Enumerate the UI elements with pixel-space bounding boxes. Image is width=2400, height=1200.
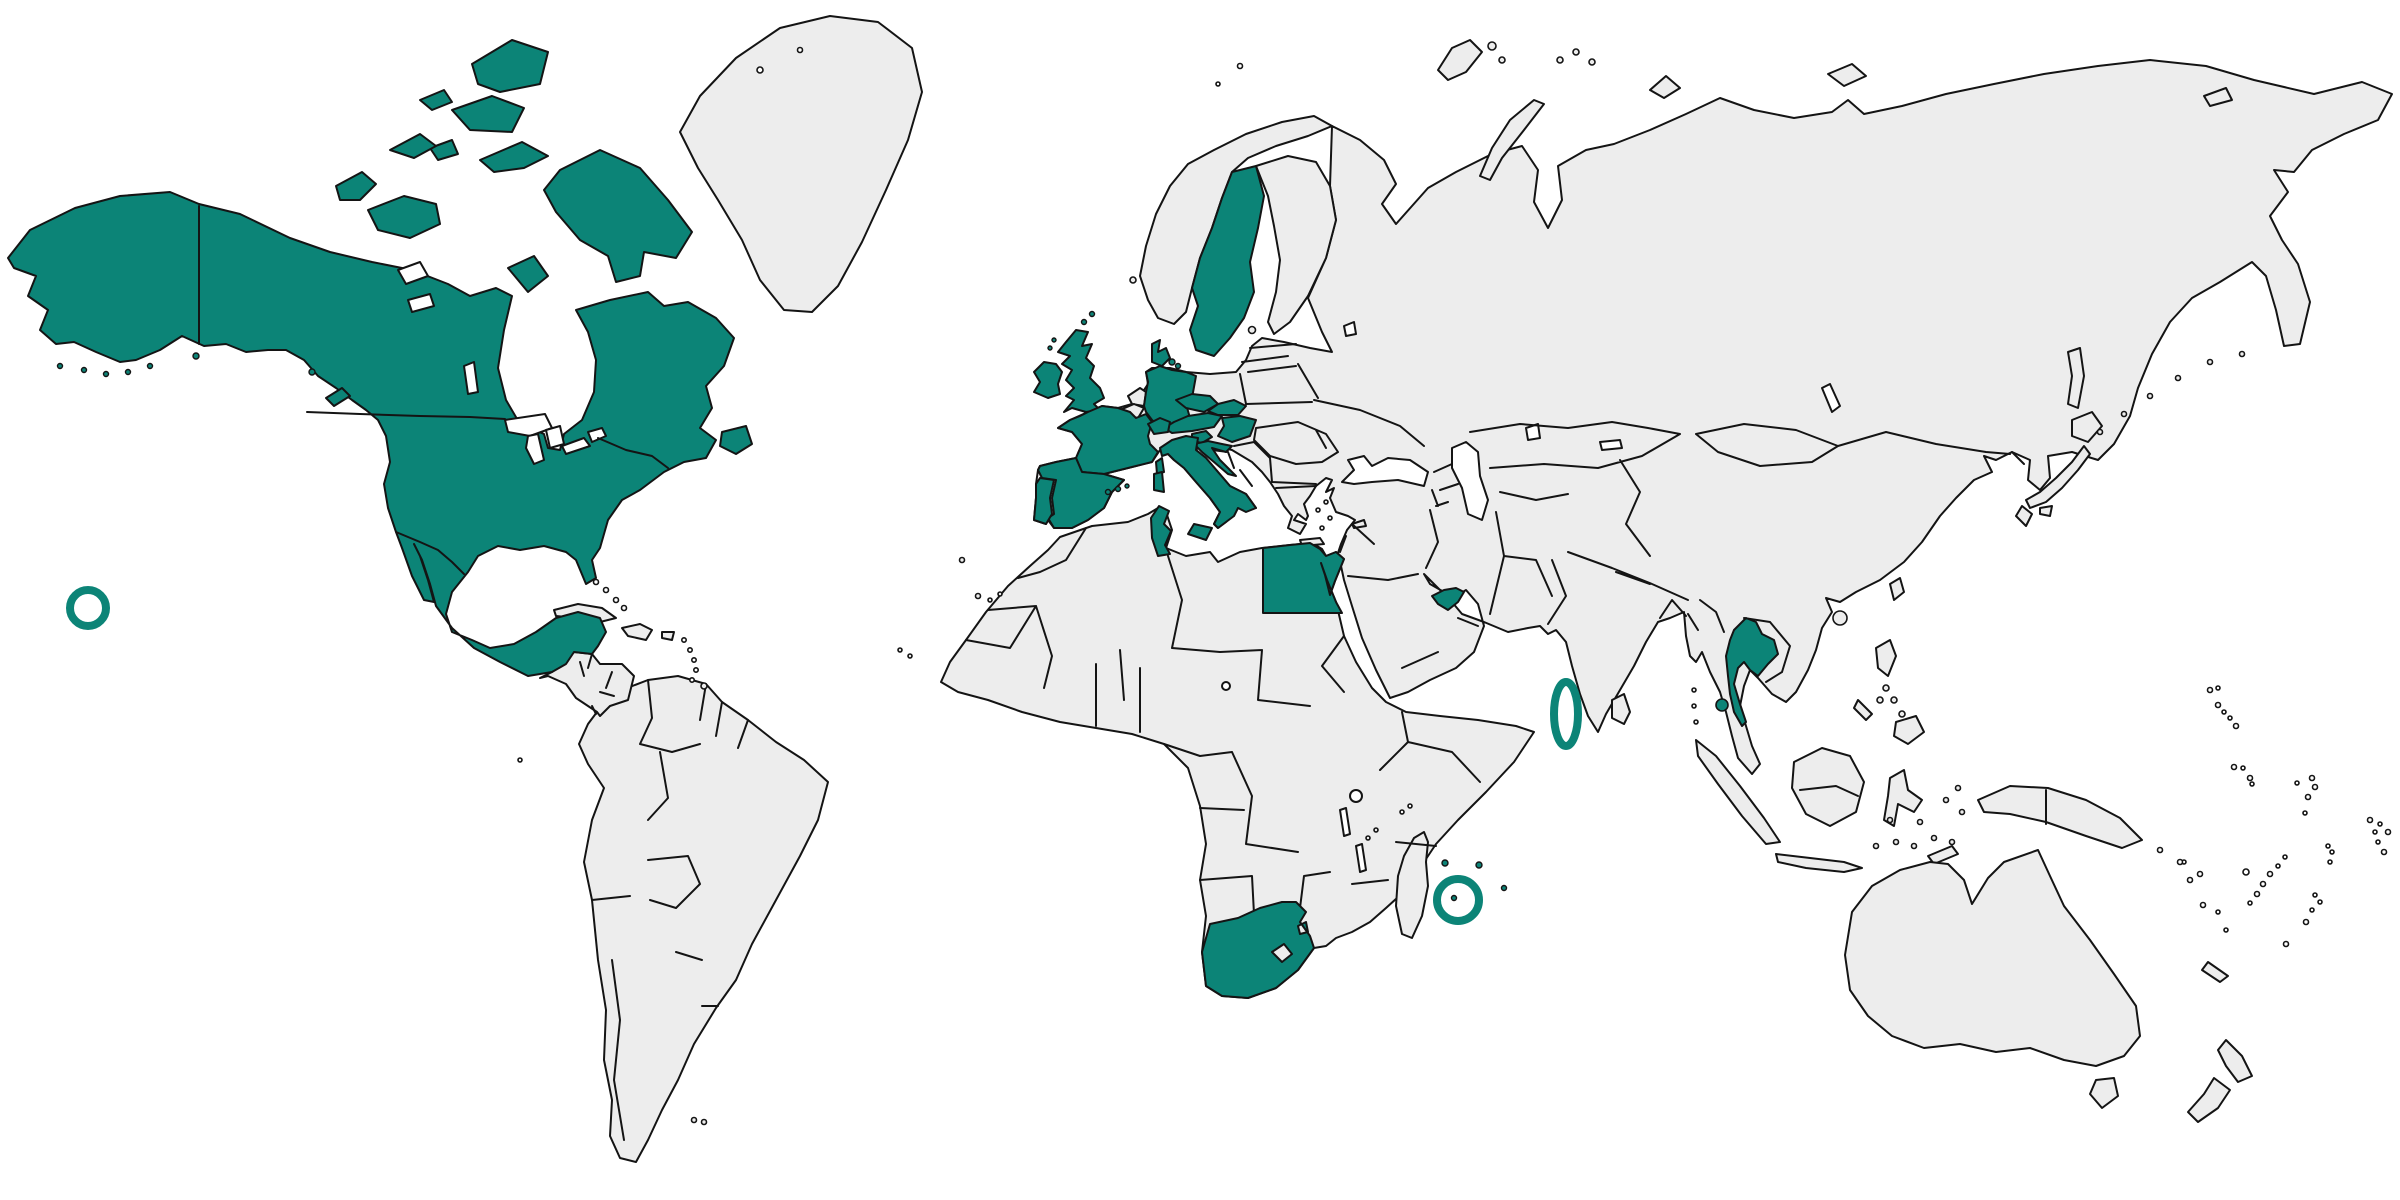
- country-hungary[interactable]: [1217, 415, 1257, 443]
- lake-tanganyika: [1339, 807, 1351, 837]
- country-finland[interactable]: [1255, 155, 1337, 335]
- lake-malawi: [1355, 843, 1367, 873]
- lake-superior: [504, 413, 553, 437]
- europe-islands: [1129, 276, 1333, 531]
- island-newfoundland[interactable]: [719, 425, 753, 455]
- country-japan[interactable]: [2015, 411, 2103, 527]
- country-madagascar[interactable]: [1395, 831, 1429, 939]
- border-us-canada: [306, 411, 669, 469]
- country-south-africa[interactable]: [1201, 901, 1315, 999]
- great-slave-lake: [407, 293, 435, 313]
- maldives-marker[interactable]: [1550, 678, 1582, 750]
- islands-scotland: [1047, 310, 1096, 351]
- mascarene-marker[interactable]: [1433, 875, 1483, 925]
- region-central-america[interactable]: [539, 651, 635, 717]
- highlighted-countries: [7, 39, 1779, 999]
- country-egypt[interactable]: [1262, 542, 1345, 614]
- country-sri-lanka[interactable]: [1611, 693, 1631, 725]
- island-sakhalin[interactable]: [2067, 347, 2085, 409]
- indian-ocean-islands: [1365, 687, 1699, 841]
- islands-alaska-aleutians: [56, 352, 316, 378]
- island-sardinia: [1153, 471, 1165, 493]
- country-tunisia[interactable]: [1150, 505, 1172, 557]
- country-austria[interactable]: [1163, 412, 1223, 434]
- borders-north-america: [198, 205, 669, 575]
- arctic-islands-gray: [1437, 39, 2233, 181]
- country-italy[interactable]: [1159, 435, 1257, 529]
- lake-michigan: [525, 433, 545, 465]
- lake-ontario: [587, 427, 607, 443]
- border-us-mexico: [395, 531, 465, 575]
- island-new-guinea[interactable]: [1977, 785, 2143, 849]
- lake-chad: [1221, 681, 1231, 691]
- country-borders: [579, 343, 2047, 1141]
- country-hispaniola[interactable]: [621, 623, 653, 641]
- borders-africa: [965, 527, 1481, 915]
- atlantic-islands: [517, 556, 1003, 1126]
- map-markers: [66, 586, 1729, 925]
- pacific-islands: [2156, 685, 2392, 948]
- arctic-small-islands: [756, 46, 1244, 87]
- small-islands: [517, 46, 2392, 1126]
- country-ireland[interactable]: [1033, 361, 1063, 399]
- country-denmark[interactable]: [1151, 339, 1171, 367]
- country-france[interactable]: [1057, 405, 1159, 475]
- lake-huron: [545, 425, 565, 449]
- islands-balearic: [1104, 483, 1130, 496]
- lakes: [397, 261, 1367, 873]
- borders-asia: [1339, 421, 2047, 825]
- country-slovakia[interactable]: [1207, 399, 1247, 416]
- country-taiwan[interactable]: [1889, 577, 1905, 601]
- caribbean-islands: [592, 578, 708, 690]
- lake-erie: [561, 437, 591, 455]
- borders-east-europe: [1211, 343, 1425, 489]
- country-philippines[interactable]: [1853, 639, 1925, 745]
- region-north-america[interactable]: [7, 191, 735, 677]
- country-croatia[interactable]: [1193, 440, 1237, 477]
- region-south-america[interactable]: [578, 675, 829, 1163]
- country-uae[interactable]: [1431, 587, 1465, 611]
- island-vancouver: [325, 387, 351, 407]
- lake-winnipeg: [463, 361, 479, 395]
- east-asia-islands: [1872, 350, 2246, 850]
- country-new-zealand[interactable]: [2187, 1039, 2253, 1123]
- country-australia[interactable]: [1844, 849, 2141, 1067]
- great-bear-lake: [397, 261, 429, 285]
- country-sweden[interactable]: [1189, 165, 1265, 357]
- country-netherlands[interactable]: [1127, 387, 1147, 407]
- islands-denmark: [1168, 358, 1182, 370]
- country-switzerland[interactable]: [1147, 417, 1171, 435]
- country-thailand[interactable]: [1725, 617, 1779, 727]
- islands-mascarene[interactable]: [1441, 859, 1508, 902]
- region-africa[interactable]: [940, 507, 1535, 999]
- country-canada-arctic-islands[interactable]: [335, 39, 693, 293]
- region-eurasia[interactable]: [1033, 59, 2393, 775]
- gray-countries: [539, 15, 2393, 1163]
- borders-south-america: [591, 679, 749, 1141]
- hawaii-marker[interactable]: [66, 586, 110, 630]
- island-hainan: [1832, 610, 1848, 626]
- island-sicily: [1187, 523, 1213, 541]
- borders-central-america: [579, 653, 615, 715]
- lake-victoria: [1349, 789, 1363, 803]
- country-greenland[interactable]: [679, 15, 923, 313]
- island-tasmania[interactable]: [2089, 1077, 2119, 1109]
- country-united-kingdom[interactable]: [1057, 329, 1105, 413]
- phuket-marker[interactable]: [1715, 698, 1729, 712]
- island-new-caledonia: [2201, 961, 2229, 983]
- island-corsica: [1155, 457, 1165, 475]
- country-indonesia[interactable]: [1695, 739, 1959, 873]
- country-portugal[interactable]: [1033, 477, 1055, 525]
- country-puerto-rico[interactable]: [661, 631, 675, 641]
